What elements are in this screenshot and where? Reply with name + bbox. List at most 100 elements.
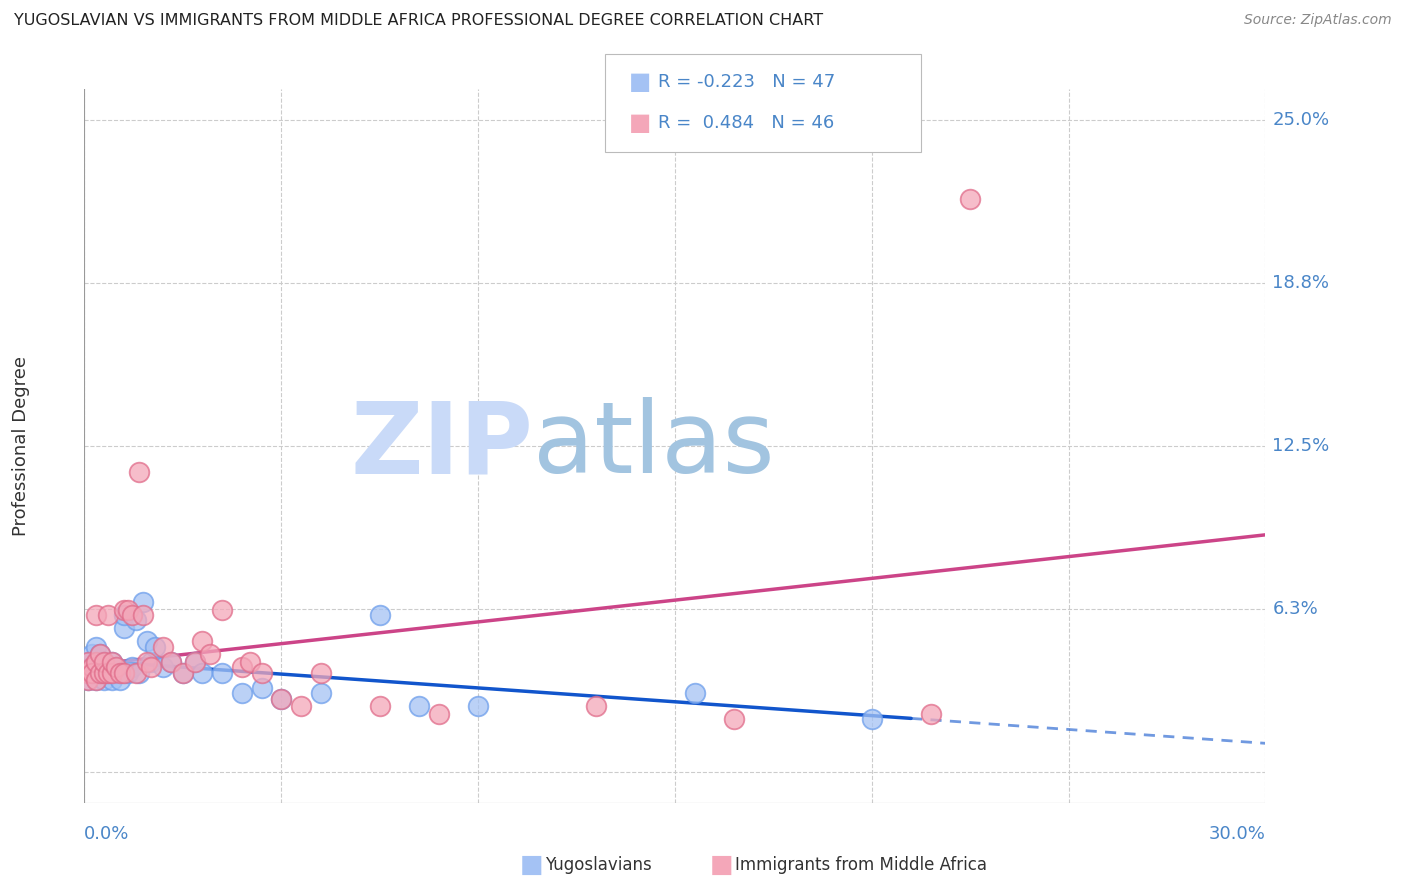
- Point: [82, 660, 104, 674]
- Point: [77, 673, 100, 688]
- Text: ■: ■: [710, 854, 734, 877]
- Point: [152, 640, 174, 654]
- Point: [89, 665, 111, 680]
- Point: [77, 655, 100, 669]
- Point: [467, 699, 489, 714]
- Point: [89, 665, 111, 680]
- Point: [82, 660, 104, 674]
- Point: [143, 640, 166, 654]
- Point: [112, 603, 135, 617]
- Text: ■: ■: [628, 70, 651, 94]
- Point: [250, 665, 273, 680]
- Text: Professional Degree: Professional Degree: [13, 356, 30, 536]
- Point: [97, 608, 120, 623]
- Point: [239, 655, 262, 669]
- Point: [200, 648, 222, 662]
- Point: [112, 621, 135, 635]
- Point: [136, 634, 159, 648]
- Point: [104, 660, 127, 674]
- Point: [172, 665, 194, 680]
- Point: [101, 655, 124, 669]
- Point: [309, 665, 332, 680]
- Point: [108, 665, 131, 680]
- Point: [82, 648, 104, 662]
- Point: [191, 665, 214, 680]
- Point: [959, 192, 981, 206]
- Point: [152, 660, 174, 674]
- Point: [368, 608, 391, 623]
- Point: [121, 608, 143, 623]
- Point: [84, 640, 107, 654]
- Point: [77, 655, 100, 669]
- Point: [585, 699, 607, 714]
- Point: [84, 673, 107, 688]
- Point: [160, 655, 183, 669]
- Point: [77, 665, 100, 680]
- Point: [89, 648, 111, 662]
- Point: [97, 660, 120, 674]
- Point: [121, 660, 143, 674]
- Text: 0.0%: 0.0%: [84, 825, 129, 843]
- Point: [84, 655, 107, 669]
- Point: [93, 673, 115, 688]
- Text: Yugoslavians: Yugoslavians: [546, 856, 652, 874]
- Point: [211, 603, 233, 617]
- Point: [141, 655, 163, 669]
- Point: [82, 665, 104, 680]
- Point: [84, 673, 107, 688]
- Text: 30.0%: 30.0%: [1209, 825, 1265, 843]
- Point: [231, 660, 253, 674]
- Text: Source: ZipAtlas.com: Source: ZipAtlas.com: [1244, 13, 1392, 28]
- Point: [183, 655, 205, 669]
- Point: [112, 608, 135, 623]
- Point: [89, 648, 111, 662]
- Text: ■: ■: [628, 112, 651, 135]
- Point: [97, 665, 120, 680]
- Point: [97, 665, 120, 680]
- Point: [104, 665, 127, 680]
- Text: atlas: atlas: [533, 398, 775, 494]
- Point: [128, 465, 150, 479]
- Point: [104, 660, 127, 674]
- Text: ZIP: ZIP: [350, 398, 533, 494]
- Point: [112, 665, 135, 680]
- Point: [117, 603, 139, 617]
- Point: [183, 655, 205, 669]
- Point: [136, 655, 159, 669]
- Point: [84, 608, 107, 623]
- Point: [93, 665, 115, 680]
- Point: [101, 673, 124, 688]
- Point: [132, 608, 155, 623]
- Point: [82, 665, 104, 680]
- Text: 18.8%: 18.8%: [1272, 274, 1330, 293]
- Point: [141, 660, 163, 674]
- Point: [920, 707, 942, 722]
- Point: [101, 665, 124, 680]
- Point: [270, 691, 292, 706]
- Point: [93, 655, 115, 669]
- Point: [408, 699, 430, 714]
- Point: [77, 665, 100, 680]
- Point: [93, 665, 115, 680]
- Text: R = -0.223   N = 47: R = -0.223 N = 47: [658, 73, 835, 91]
- Point: [270, 691, 292, 706]
- Point: [427, 707, 450, 722]
- Point: [128, 665, 150, 680]
- Text: YUGOSLAVIAN VS IMMIGRANTS FROM MIDDLE AFRICA PROFESSIONAL DEGREE CORRELATION CHA: YUGOSLAVIAN VS IMMIGRANTS FROM MIDDLE AF…: [14, 13, 823, 29]
- Text: 25.0%: 25.0%: [1272, 112, 1330, 129]
- Point: [117, 665, 139, 680]
- Point: [723, 713, 745, 727]
- Point: [860, 713, 883, 727]
- Point: [250, 681, 273, 696]
- Point: [93, 655, 115, 669]
- Point: [124, 614, 146, 628]
- Point: [211, 665, 233, 680]
- Point: [683, 686, 706, 700]
- Text: Immigrants from Middle Africa: Immigrants from Middle Africa: [735, 856, 987, 874]
- Point: [84, 655, 107, 669]
- Point: [160, 655, 183, 669]
- Text: ■: ■: [520, 854, 544, 877]
- Point: [89, 660, 111, 674]
- Text: 12.5%: 12.5%: [1272, 437, 1330, 455]
- Text: R =  0.484   N = 46: R = 0.484 N = 46: [658, 114, 834, 132]
